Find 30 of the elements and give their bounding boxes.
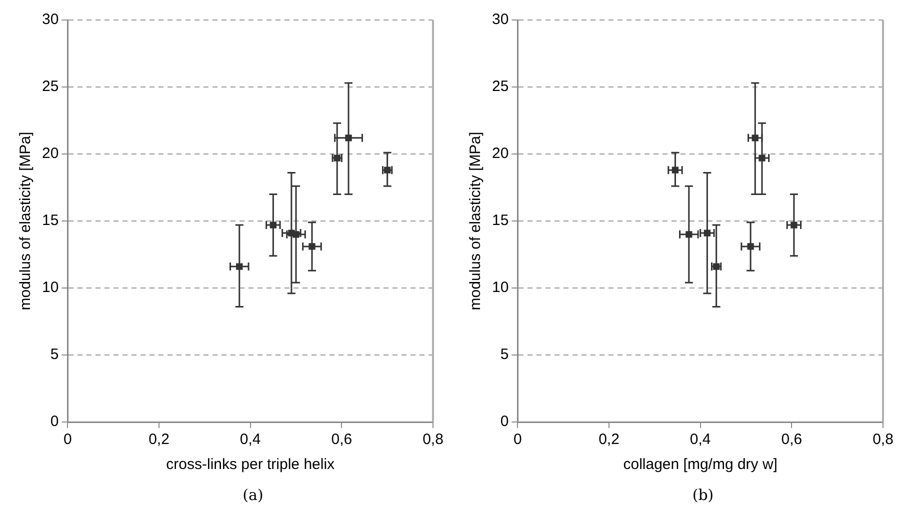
y-tick-label: 5 — [50, 346, 59, 364]
y-axis-title: modulus of elasticity [MPa] — [17, 132, 34, 310]
x-tick-label: 0,4 — [240, 431, 261, 448]
y-tick-label: 25 — [492, 78, 509, 96]
y-tick-label: 20 — [42, 145, 59, 162]
x-tick-label: 0,6 — [331, 431, 352, 448]
y-tick-label: 0 — [500, 413, 509, 430]
y-tick-label: 10 — [42, 279, 59, 296]
x-tick-label: 0,8 — [872, 431, 894, 448]
x-tick-label: 0 — [64, 431, 72, 448]
x-axis-title: collagen [mg/mg dry w] — [623, 456, 778, 474]
y-axis-title: modulus of elasticity [MPa] — [467, 132, 484, 310]
text: (a) — [242, 486, 264, 504]
x-tick-label: 0,2 — [148, 431, 170, 448]
y-tick-label: 5 — [500, 346, 509, 364]
x-tick-label: 0,6 — [781, 431, 802, 448]
x-axis-title: cross-links per triple helix — [166, 456, 336, 474]
x-tick-label: 0,8 — [422, 431, 444, 448]
y-tick-label: 15 — [492, 212, 509, 230]
y-tick-label: 30 — [42, 11, 59, 28]
text: (b) — [692, 486, 714, 504]
y-tick-label: 30 — [492, 11, 509, 28]
x-tick-label: 0 — [514, 431, 522, 448]
y-tick-label: 15 — [42, 212, 59, 230]
x-tick-label: 0,2 — [598, 431, 620, 448]
x-tick-label: 0,4 — [690, 431, 711, 448]
y-tick-label: 20 — [492, 145, 509, 162]
y-tick-label: 10 — [492, 279, 509, 296]
y-tick-label: 0 — [50, 413, 59, 430]
y-tick-label: 25 — [42, 78, 59, 96]
